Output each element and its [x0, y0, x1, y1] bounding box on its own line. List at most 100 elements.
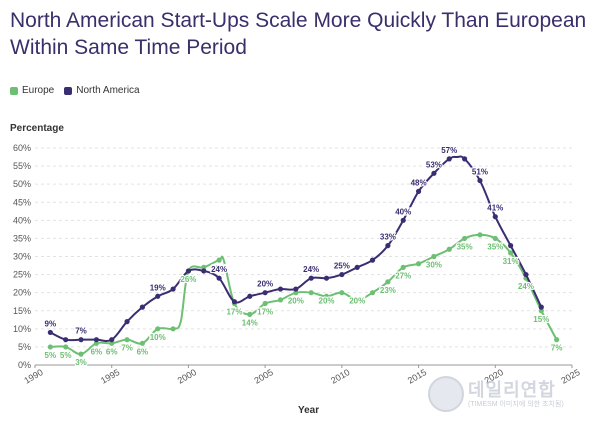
y-tick-label: 55%	[13, 161, 31, 171]
data-point-north-america	[369, 257, 376, 263]
data-point-north-america	[492, 214, 498, 220]
data-point-europe	[170, 326, 176, 332]
data-label-europe: 26%	[180, 275, 196, 284]
data-point-north-america	[462, 156, 468, 162]
data-point-north-america	[446, 156, 452, 162]
data-label-europe: 14%	[242, 318, 258, 327]
legend-item-europe[interactable]: Europe	[10, 85, 54, 96]
data-label-europe: 7%	[551, 344, 563, 353]
series-line-north-america	[49, 155, 543, 343]
data-point-europe	[293, 290, 299, 296]
series-line-europe	[50, 233, 558, 356]
data-point-europe	[462, 235, 468, 242]
data-point-north-america	[277, 286, 284, 292]
data-point-europe	[277, 297, 284, 303]
legend-label-north-america: North America	[76, 85, 140, 96]
x-axis-label: Year	[298, 405, 320, 416]
data-label-europe: 24%	[518, 282, 534, 291]
data-label-europe: 27%	[395, 271, 411, 280]
data-label-north-america: 24%	[303, 265, 319, 274]
data-label-north-america: 53%	[426, 160, 442, 169]
data-point-north-america	[155, 293, 161, 299]
y-tick-label: 35%	[13, 233, 31, 243]
data-point-north-america	[201, 268, 207, 274]
legend-item-north-america[interactable]: North America	[64, 85, 140, 96]
data-label-europe: 20%	[349, 297, 365, 306]
data-label-north-america: 33%	[380, 233, 396, 242]
watermark-sub-text: (TIMESM 이미지에 의한 조치됨)	[468, 400, 564, 408]
data-label-north-america: 51%	[472, 168, 488, 177]
data-point-north-america	[400, 217, 406, 223]
data-point-north-america	[247, 293, 253, 299]
data-point-europe	[216, 257, 222, 263]
data-label-europe: 30%	[426, 261, 442, 270]
data-point-europe	[139, 340, 145, 346]
data-label-north-america: 40%	[395, 207, 411, 216]
data-point-europe	[400, 264, 406, 270]
data-point-north-america	[185, 268, 192, 274]
watermark-logo-icon	[428, 376, 464, 412]
data-point-north-america	[293, 286, 299, 292]
data-point-europe	[339, 290, 345, 296]
data-point-north-america	[385, 243, 391, 249]
data-point-north-america	[262, 290, 268, 296]
data-point-north-america	[216, 275, 222, 281]
data-label-europe: 17%	[257, 308, 273, 317]
y-tick-label: 5%	[18, 342, 31, 352]
x-tick-label: 1995	[99, 367, 121, 386]
data-point-europe	[93, 340, 99, 346]
data-point-north-america	[308, 275, 314, 281]
y-tick-label: 10%	[13, 324, 31, 334]
data-point-europe	[508, 250, 514, 256]
data-label-north-america: 24%	[211, 265, 227, 274]
data-point-north-america	[47, 329, 53, 336]
data-point-north-america	[354, 264, 360, 270]
data-label-europe: 6%	[106, 347, 118, 356]
data-point-north-america	[538, 304, 544, 310]
data-label-europe: 5%	[45, 351, 57, 360]
legend-swatch-north-america	[64, 86, 73, 95]
legend: Europe North America	[10, 85, 140, 96]
y-tick-label: 15%	[13, 306, 31, 316]
data-point-north-america	[139, 304, 145, 310]
data-label-north-america: 41%	[487, 204, 503, 213]
y-tick-label: 45%	[13, 197, 31, 207]
data-label-europe: 35%	[487, 242, 503, 251]
data-point-north-america	[523, 271, 529, 278]
data-point-north-america	[431, 170, 437, 176]
data-label-europe: 10%	[150, 333, 166, 342]
data-label-europe: 15%	[533, 315, 549, 324]
data-point-europe	[446, 246, 452, 252]
data-point-europe	[431, 253, 437, 260]
data-point-north-america	[323, 275, 330, 281]
y-tick-label: 0%	[18, 360, 31, 370]
data-point-europe	[385, 279, 391, 285]
data-point-europe	[109, 340, 115, 346]
data-point-europe	[124, 337, 130, 343]
data-point-north-america	[93, 337, 99, 343]
y-tick-label: 30%	[13, 252, 31, 262]
data-label-europe: 3%	[75, 358, 87, 367]
data-point-north-america	[508, 243, 514, 249]
legend-label-europe: Europe	[22, 85, 55, 96]
data-point-north-america	[109, 337, 115, 343]
x-tick-label: 2015	[406, 367, 428, 386]
data-point-europe	[247, 311, 253, 317]
x-tick-label: 2000	[176, 367, 198, 386]
data-label-north-america: 57%	[441, 146, 457, 155]
data-point-europe	[354, 297, 360, 303]
watermark: 데일리연합 (TIMESM 이미지에 의한 조치됨)	[428, 372, 576, 416]
data-point-europe	[155, 326, 161, 332]
data-point-europe	[323, 293, 330, 299]
data-label-europe: 29%	[211, 264, 227, 273]
data-label-europe: 31%	[503, 257, 519, 266]
data-point-north-america	[78, 337, 84, 343]
y-tick-label: 40%	[13, 215, 31, 225]
data-label-north-america: 48%	[411, 178, 427, 187]
data-point-europe	[492, 235, 498, 242]
x-tick-label: 2010	[329, 367, 351, 386]
y-tick-label: 60%	[13, 143, 31, 153]
data-point-north-america	[231, 299, 238, 305]
data-label-north-america: 9%	[45, 319, 57, 328]
